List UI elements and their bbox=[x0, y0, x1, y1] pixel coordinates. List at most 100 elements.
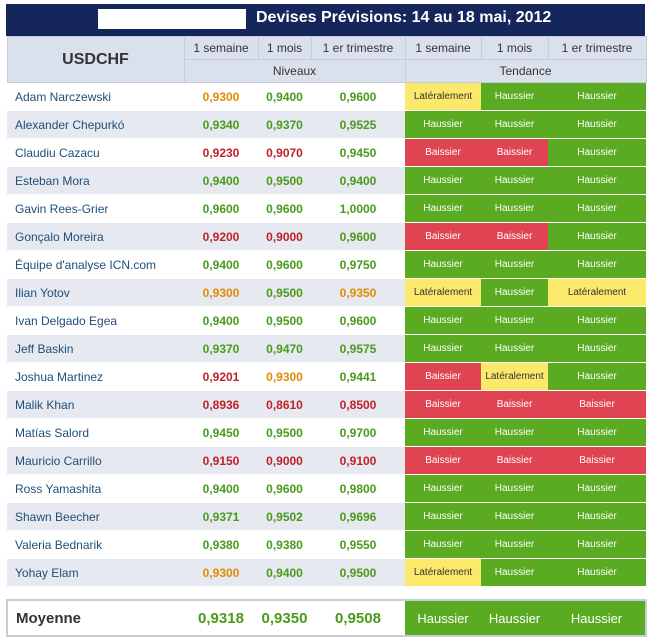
trend-quarter: Latéralement bbox=[548, 278, 646, 307]
table-row: Adam Narczewski 0,9300 0,9400 0,9600 Latéral… bbox=[7, 82, 646, 111]
level-month: 0,9000 bbox=[258, 446, 311, 475]
level-week: 0,9340 bbox=[184, 110, 258, 139]
trend-month: Haussier bbox=[481, 558, 548, 587]
level-quarter: 0,9600 bbox=[311, 82, 405, 111]
level-month: 0,9500 bbox=[258, 278, 311, 307]
forecaster-name: Équipe d'analyse ICN.com bbox=[7, 250, 184, 279]
trend-month: Haussier bbox=[481, 474, 548, 503]
trend-quarter: Haussier bbox=[548, 418, 646, 447]
spacer bbox=[7, 586, 646, 600]
level-week: 0,9380 bbox=[184, 530, 258, 559]
level-month: 0,9400 bbox=[258, 82, 311, 111]
trend-quarter: Haussier bbox=[548, 502, 646, 531]
table-row: Mauricio Carrillo 0,9150 0,9000 0,9100 Baiss… bbox=[7, 446, 646, 475]
level-week: 0,9200 bbox=[184, 222, 258, 251]
trend-month: Baissier bbox=[481, 446, 548, 475]
level-month: 0,9300 bbox=[258, 362, 311, 391]
trend-week: Baissier bbox=[405, 222, 481, 251]
trend-quarter: Haussier bbox=[548, 138, 646, 167]
forecaster-name: Ivan Delgado Egea bbox=[7, 306, 184, 335]
table-row: Malik Khan 0,8936 0,8610 0,8500 Baissier Bais… bbox=[7, 390, 646, 419]
table-row: Alexander Chepurkó 0,9340 0,9370 0,9525 Haus… bbox=[7, 110, 646, 139]
trend-quarter: Haussier bbox=[548, 250, 646, 279]
forecaster-name: Claudiu Cazacu bbox=[7, 138, 184, 167]
level-week: 0,9150 bbox=[184, 446, 258, 475]
forecast-rows: Adam Narczewski 0,9300 0,9400 0,9600 Latéral… bbox=[7, 82, 646, 587]
trend-week: Haussier bbox=[405, 334, 481, 363]
level-quarter: 0,9800 bbox=[311, 474, 405, 503]
trend-month: Haussier bbox=[481, 418, 548, 447]
forecaster-name: Matías Salord bbox=[7, 418, 184, 447]
level-week: 0,9400 bbox=[184, 474, 258, 503]
forecaster-name: Ross Yamashita bbox=[7, 474, 184, 503]
trend-month: Latéralement bbox=[481, 362, 548, 391]
trend-month: Baissier bbox=[481, 138, 548, 167]
forecaster-name: Alexander Chepurkó bbox=[7, 110, 184, 139]
trend-week: Haussier bbox=[405, 306, 481, 335]
trend-week: Baissier bbox=[405, 446, 481, 475]
table-row: Joshua Martinez 0,9201 0,9300 0,9441 Baissie… bbox=[7, 362, 646, 391]
title-bar: Devises Prévisions: 14 au 18 mai, 2012 bbox=[6, 4, 645, 36]
level-quarter: 0,9100 bbox=[311, 446, 405, 475]
trend-week: Haussier bbox=[405, 502, 481, 531]
col-header-levels-quarter: 1 er trimestre bbox=[310, 36, 406, 60]
trend-month: Haussier bbox=[481, 166, 548, 195]
trend-month: Haussier bbox=[481, 110, 548, 139]
col-header-levels-month: 1 mois bbox=[257, 36, 312, 60]
level-month: 0,8610 bbox=[258, 390, 311, 419]
average-trend-quarter: Haussier bbox=[548, 599, 647, 637]
level-quarter: 0,9696 bbox=[311, 502, 405, 531]
logo-placeholder bbox=[98, 9, 246, 29]
level-quarter: 0,9700 bbox=[311, 418, 405, 447]
trend-quarter: Haussier bbox=[548, 110, 646, 139]
level-week: 0,9371 bbox=[184, 502, 258, 531]
level-week: 0,9300 bbox=[184, 278, 258, 307]
level-month: 0,9380 bbox=[258, 530, 311, 559]
level-month: 0,9470 bbox=[258, 334, 311, 363]
level-quarter: 0,8500 bbox=[311, 390, 405, 419]
level-quarter: 0,9575 bbox=[311, 334, 405, 363]
level-month: 0,9502 bbox=[258, 502, 311, 531]
table-row: Gonçalo Moreira 0,9200 0,9000 0,9600 Baissie… bbox=[7, 222, 646, 251]
trend-quarter: Haussier bbox=[548, 82, 646, 111]
average-level-week: 0,9318 bbox=[184, 599, 258, 637]
level-quarter: 0,9450 bbox=[311, 138, 405, 167]
average-level-month: 0,9350 bbox=[258, 599, 311, 637]
group-header-levels: Niveaux bbox=[183, 59, 406, 83]
table-row: Équipe d'analyse ICN.com 0,9400 0,9600 0,97… bbox=[7, 250, 646, 279]
average-trend-week: Haussier bbox=[405, 599, 481, 637]
forecast-panel: Devises Prévisions: 14 au 18 mai, 2012 U… bbox=[6, 4, 647, 637]
trend-month: Haussier bbox=[481, 530, 548, 559]
forecaster-name: Yohay Elam bbox=[7, 558, 184, 587]
table-row: Ivan Delgado Egea 0,9400 0,9500 0,9600 Hauss… bbox=[7, 306, 646, 335]
trend-month: Haussier bbox=[481, 194, 548, 223]
table-row: Esteban Mora 0,9400 0,9500 0,9400 Haussier Ha… bbox=[7, 166, 646, 195]
trend-week: Haussier bbox=[405, 110, 481, 139]
level-week: 0,9400 bbox=[184, 306, 258, 335]
level-quarter: 1,0000 bbox=[311, 194, 405, 223]
col-header-trend-week: 1 semaine bbox=[404, 36, 482, 60]
level-week: 0,9300 bbox=[184, 558, 258, 587]
trend-week: Haussier bbox=[405, 194, 481, 223]
trend-week: Haussier bbox=[405, 530, 481, 559]
trend-month: Baissier bbox=[481, 390, 548, 419]
level-week: 0,8936 bbox=[184, 390, 258, 419]
trend-week: Haussier bbox=[405, 474, 481, 503]
level-week: 0,9201 bbox=[184, 362, 258, 391]
level-month: 0,9500 bbox=[258, 418, 311, 447]
level-week: 0,9400 bbox=[184, 166, 258, 195]
forecaster-name: Adam Narczewski bbox=[7, 82, 184, 111]
average-row: Moyenne 0,9318 0,9350 0,9508 Haussier Ha… bbox=[6, 599, 647, 637]
level-week: 0,9400 bbox=[184, 250, 258, 279]
trend-month: Baissier bbox=[481, 222, 548, 251]
page-title: Devises Prévisions: 14 au 18 mai, 2012 bbox=[256, 9, 552, 26]
level-week: 0,9300 bbox=[184, 82, 258, 111]
level-month: 0,9400 bbox=[258, 558, 311, 587]
table-row: Shawn Beecher 0,9371 0,9502 0,9696 Haussier H… bbox=[7, 502, 646, 531]
table-row: Jeff Baskin 0,9370 0,9470 0,9575 Haussier Hau… bbox=[7, 334, 646, 363]
level-month: 0,9070 bbox=[258, 138, 311, 167]
level-month: 0,9000 bbox=[258, 222, 311, 251]
trend-quarter: Baissier bbox=[548, 390, 646, 419]
trend-quarter: Haussier bbox=[548, 558, 646, 587]
trend-month: Haussier bbox=[481, 306, 548, 335]
